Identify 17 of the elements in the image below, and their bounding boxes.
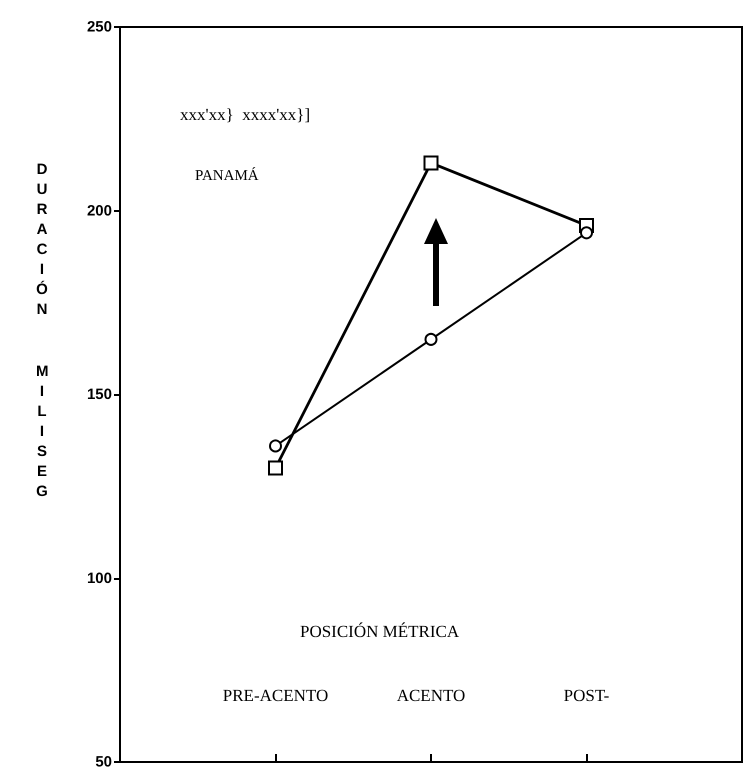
y-tick-label: 150 bbox=[86, 386, 112, 403]
point bbox=[424, 332, 438, 346]
point bbox=[580, 226, 593, 240]
point bbox=[269, 439, 282, 452]
point bbox=[424, 155, 438, 170]
y-tick-label: 200 bbox=[86, 202, 112, 220]
x-axis-title: POSICIÓN MÉTRICA bbox=[300, 622, 460, 642]
y-tick-label: 100 bbox=[86, 570, 112, 587]
y-tick-label: 250 bbox=[86, 18, 112, 36]
point bbox=[268, 460, 283, 476]
annotation: PANAMÁ bbox=[195, 168, 259, 185]
annotation: xxx'xx} xxxx'xx}] bbox=[180, 105, 310, 125]
x-tick-label: ACENTO bbox=[396, 686, 466, 705]
text: DURACIÓN MILISEG bbox=[36, 161, 48, 500]
x-tick-label: POST- bbox=[564, 686, 610, 705]
x-tick-label: PRE-ACENTO bbox=[222, 686, 328, 705]
y-tick-label: 50 bbox=[95, 754, 112, 770]
